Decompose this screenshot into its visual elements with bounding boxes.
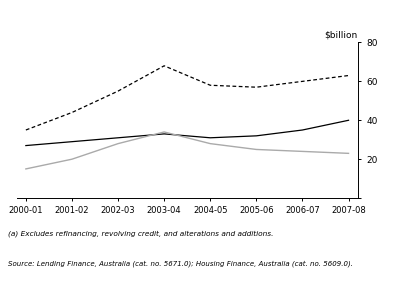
Text: (a) Excludes refinancing, revolving credit, and alterations and additions.: (a) Excludes refinancing, revolving cred… [8,231,274,237]
Text: Source: Lending Finance, Australia (cat. no. 5671.0); Housing Finance, Australia: Source: Lending Finance, Australia (cat.… [8,260,353,267]
Text: $billion: $billion [324,30,358,39]
